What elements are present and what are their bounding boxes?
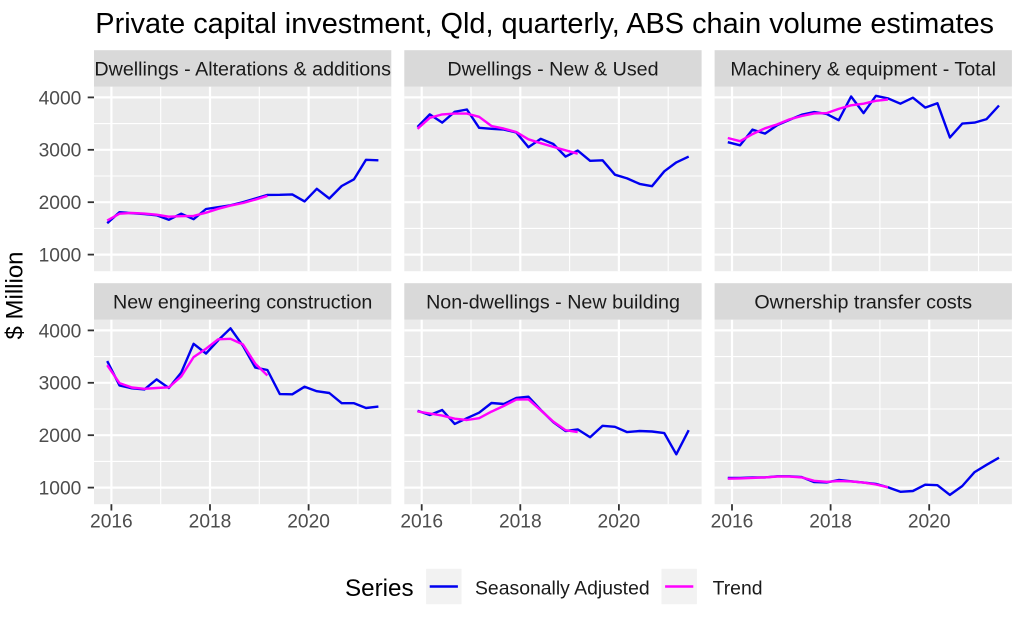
svg-text:Non-dwellings - New building: Non-dwellings - New building [426, 291, 680, 313]
svg-text:Trend: Trend [713, 577, 763, 599]
svg-text:1000: 1000 [39, 246, 82, 267]
svg-text:2018: 2018 [809, 512, 852, 533]
svg-text:2016: 2016 [90, 512, 133, 533]
svg-text:2018: 2018 [499, 512, 542, 533]
svg-text:2000: 2000 [39, 193, 82, 214]
svg-text:Private capital investment, Ql: Private capital investment, Qld, quarter… [95, 8, 994, 40]
svg-text:2018: 2018 [189, 512, 232, 533]
svg-text:2020: 2020 [908, 512, 951, 533]
svg-text:2000: 2000 [39, 426, 82, 447]
svg-text:2020: 2020 [598, 512, 641, 533]
svg-text:Dwellings - New & Used: Dwellings - New & Used [447, 58, 658, 80]
svg-text:Machinery & equipment - Total: Machinery & equipment - Total [730, 58, 996, 80]
svg-text:Ownership transfer costs: Ownership transfer costs [754, 291, 972, 313]
svg-text:2016: 2016 [711, 512, 754, 533]
svg-text:2016: 2016 [400, 512, 443, 533]
svg-text:2020: 2020 [287, 512, 330, 533]
svg-text:3000: 3000 [39, 374, 82, 395]
svg-text:New engineering construction: New engineering construction [113, 291, 372, 313]
svg-text:4000: 4000 [39, 88, 82, 109]
svg-text:3000: 3000 [39, 141, 82, 162]
svg-text:4000: 4000 [39, 321, 82, 342]
svg-text:1000: 1000 [39, 479, 82, 500]
svg-text:Seasonally Adjusted: Seasonally Adjusted [475, 577, 650, 599]
svg-text:Series: Series [345, 575, 414, 602]
svg-text:$ Million: $ Million [2, 251, 29, 339]
svg-text:Dwellings - Alterations & addi: Dwellings - Alterations & additions [94, 58, 391, 80]
